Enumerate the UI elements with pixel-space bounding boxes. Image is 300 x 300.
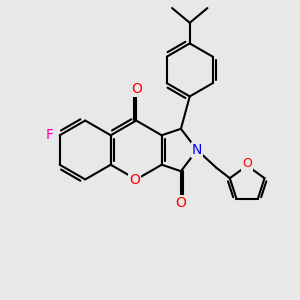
Text: O: O — [176, 196, 186, 210]
Text: O: O — [242, 157, 252, 170]
Text: N: N — [192, 143, 202, 157]
Text: F: F — [45, 128, 53, 142]
Text: O: O — [129, 173, 140, 187]
Text: O: O — [131, 82, 142, 96]
